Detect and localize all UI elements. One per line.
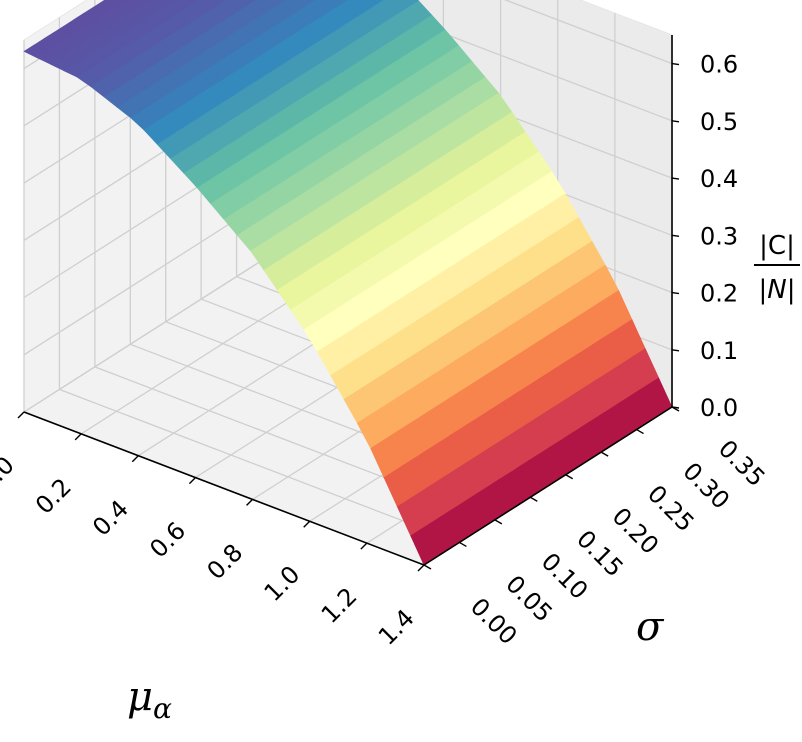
tick-marks: [17, 62, 680, 572]
y-axis-label: σ: [636, 604, 665, 650]
y-tick-labels: 0.000.050.100.150.200.250.300.35: [465, 435, 771, 651]
x-tick-mark: [246, 498, 254, 506]
x-tick-label: 0.6: [144, 517, 191, 564]
x-tick-mark: [417, 564, 425, 572]
y-tick-mark: [459, 541, 467, 548]
x-tick-label: 1.2: [316, 582, 363, 629]
x-axis-line: [23, 411, 425, 566]
x-axis-label-alpha: α: [153, 692, 172, 725]
x-tick-label: 0.4: [87, 495, 134, 542]
surface-mesh: [23, 0, 673, 566]
x-tick-mark: [131, 455, 139, 463]
x-axis-label: μα: [127, 674, 172, 725]
z-tick-label: 0.6: [700, 51, 738, 79]
axis-lines: [23, 35, 673, 566]
x-tick-mark: [303, 520, 311, 528]
z-tick-label: 0.5: [700, 108, 738, 136]
z-tick-mark: [671, 120, 680, 123]
x-tick-mark: [188, 477, 196, 485]
z-axis-label: |C| |N|: [754, 231, 800, 305]
y-tick-mark: [565, 474, 574, 480]
y-tick-mark: [529, 496, 538, 502]
z-tick-mark: [671, 234, 680, 238]
y-tick-mark: [494, 519, 503, 525]
x-tick-label: 0.0: [0, 451, 20, 498]
y-axis-line: [423, 406, 673, 566]
z-tick-mark: [671, 177, 680, 180]
x-axis-label-mu: μ: [127, 674, 153, 720]
z-axis-label-numerator: |C|: [759, 231, 795, 261]
y-tick-mark: [423, 564, 432, 570]
z-tick-label: 0.3: [700, 222, 738, 250]
z-tick-label: 0.2: [700, 280, 738, 308]
y-tick-mark: [636, 428, 644, 435]
surface-patch: [338, 0, 349, 4]
x-tick-label: 0.8: [202, 538, 249, 585]
x-tick-label: 0.2: [30, 473, 77, 520]
x-tick-mark: [17, 411, 25, 419]
z-tick-mark: [671, 406, 680, 409]
x-tick-label: 1.0: [259, 560, 306, 607]
x-tick-mark: [74, 433, 82, 441]
x-tick-mark: [360, 542, 368, 550]
z-tick-mark: [671, 62, 680, 66]
z-tick-mark: [671, 291, 680, 295]
z-axis-label-denominator: |N|: [759, 275, 796, 305]
z-tick-label: 0.4: [700, 165, 738, 193]
z-tick-labels: 0.0 0.1 0.2 0.3 0.4 0.5 0.6: [700, 51, 738, 422]
z-tick-mark: [671, 349, 680, 352]
z-tick-label: 0.1: [700, 337, 738, 365]
x-tick-label: 1.4: [373, 604, 420, 651]
surface-patch: [249, 0, 257, 3]
y-tick-mark: [600, 451, 609, 457]
z-tick-label: 0.0: [700, 394, 738, 422]
